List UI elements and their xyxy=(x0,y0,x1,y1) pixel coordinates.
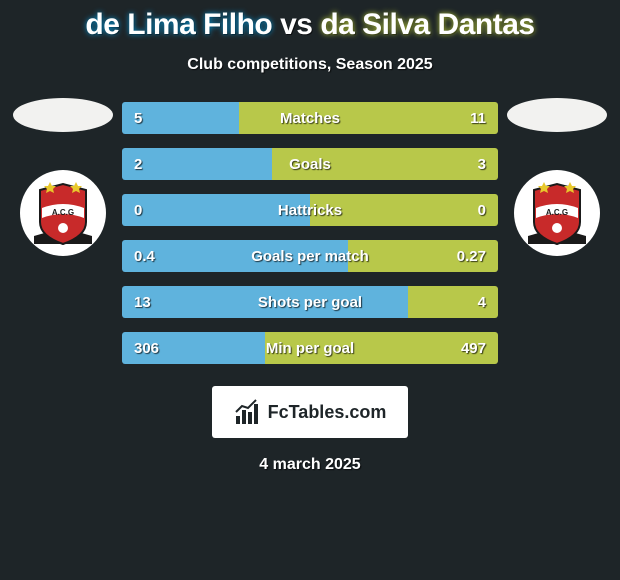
stat-bar-label-layer: 2 Goals 3 xyxy=(122,148,498,180)
stat-bar-row: 5 Matches 11 xyxy=(122,102,498,134)
stat-value-right: 11 xyxy=(470,110,486,127)
stat-bar-label-layer: 5 Matches 11 xyxy=(122,102,498,134)
title-vs: vs xyxy=(280,8,312,41)
stat-name: Goals xyxy=(289,156,331,173)
club-crest-icon: A.C.G xyxy=(526,178,588,248)
stat-name: Matches xyxy=(280,110,340,127)
player2-silhouette xyxy=(507,98,607,132)
page-title: de Lima Filho vs da Silva Dantas xyxy=(0,0,620,42)
stat-name: Hattricks xyxy=(278,202,342,219)
stat-bars-container: 5 Matches 11 2 Goals 3 0 Hattricks 0 0.4 Goals per… xyxy=(118,102,502,364)
fctables-logo-icon xyxy=(234,398,262,426)
stat-value-right: 4 xyxy=(478,294,486,311)
stat-name: Min per goal xyxy=(266,340,354,357)
stat-value-left: 5 xyxy=(134,110,142,127)
player2-crest-wrap: A.C.G xyxy=(514,170,600,256)
player2-name: da Silva Dantas xyxy=(320,8,534,41)
watermark: FcTables.com xyxy=(212,386,408,438)
stat-value-left: 0.4 xyxy=(134,248,155,265)
stat-bar-row: 306 Min per goal 497 xyxy=(122,332,498,364)
subtitle: Club competitions, Season 2025 xyxy=(0,56,620,74)
stat-name: Goals per match xyxy=(251,248,369,265)
club-crest-icon: A.C.G xyxy=(32,178,94,248)
player1-crest-wrap: A.C.G xyxy=(20,170,106,256)
comparison-main: A.C.G 5 Matches 11 2 Goals 3 0 Hattricks 0 0.4 Goa… xyxy=(0,102,620,364)
stat-value-left: 2 xyxy=(134,156,142,173)
svg-text:A.C.G: A.C.G xyxy=(546,208,568,217)
stat-value-right: 3 xyxy=(478,156,486,173)
player1-column: A.C.G xyxy=(8,102,118,256)
stat-value-left: 0 xyxy=(134,202,142,219)
stat-value-right: 497 xyxy=(461,340,486,357)
stat-value-right: 0.27 xyxy=(457,248,486,265)
stat-bar-row: 0.4 Goals per match 0.27 xyxy=(122,240,498,272)
stat-name: Shots per goal xyxy=(258,294,362,311)
stat-bar-label-layer: 0.4 Goals per match 0.27 xyxy=(122,240,498,272)
stat-bar-row: 13 Shots per goal 4 xyxy=(122,286,498,318)
stat-value-left: 13 xyxy=(134,294,151,311)
stat-value-left: 306 xyxy=(134,340,159,357)
player1-name: de Lima Filho xyxy=(85,8,272,41)
stat-bar-label-layer: 306 Min per goal 497 xyxy=(122,332,498,364)
watermark-text: FcTables.com xyxy=(268,402,387,423)
stat-value-right: 0 xyxy=(478,202,486,219)
stat-bar-row: 2 Goals 3 xyxy=(122,148,498,180)
player2-column: A.C.G xyxy=(502,102,612,256)
svg-text:A.C.G: A.C.G xyxy=(52,208,74,217)
date-label: 4 march 2025 xyxy=(0,456,620,474)
player1-silhouette xyxy=(13,98,113,132)
stat-bar-label-layer: 13 Shots per goal 4 xyxy=(122,286,498,318)
stat-bar-label-layer: 0 Hattricks 0 xyxy=(122,194,498,226)
stat-bar-row: 0 Hattricks 0 xyxy=(122,194,498,226)
